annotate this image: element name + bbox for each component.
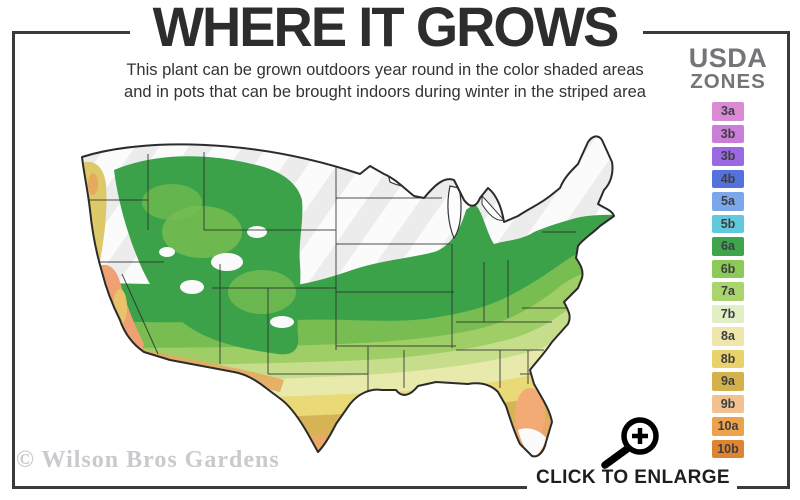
usa-zones-map[interactable] bbox=[52, 112, 672, 472]
subtitle-line-1: This plant can be grown outdoors year ro… bbox=[126, 61, 644, 79]
zone-chip-3b: 3b bbox=[712, 124, 744, 143]
zone-chip-3a: 3a bbox=[712, 102, 744, 121]
usa-outline bbox=[81, 135, 615, 458]
zone-chip-6b: 6b bbox=[712, 259, 744, 278]
lake-superior bbox=[387, 170, 440, 188]
subtitle-line-2: and in pots that can be brought indoors … bbox=[124, 82, 646, 101]
zone-chip-10a: 10a bbox=[712, 417, 744, 436]
zone-legend: 3a 3b 3b 4b 5a 5b 6a 6b 7a 7b 8a 8b 9a 9… bbox=[712, 102, 744, 458]
zone-chip-5a: 5a bbox=[712, 192, 744, 211]
page-title: WHERE IT GROWS bbox=[152, 0, 620, 58]
zone-chip-10b: 10b bbox=[712, 439, 744, 458]
zone-chip-5b: 5b bbox=[712, 214, 744, 233]
zone-chip-7b: 7b bbox=[712, 304, 744, 323]
magnifying-glass-plus-icon[interactable] bbox=[594, 414, 666, 470]
usda-label: USDA bbox=[688, 43, 768, 73]
usda-zones-heading: USDA ZONES bbox=[672, 43, 784, 93]
frame-bottom-left bbox=[12, 486, 527, 489]
frame-right bbox=[787, 31, 790, 489]
lake-michigan bbox=[447, 185, 462, 240]
frame-bottom-right bbox=[737, 486, 790, 489]
click-to-enlarge-button[interactable]: CLICK TO ENLARGE bbox=[536, 467, 730, 488]
zone-chip-9a: 9a bbox=[712, 372, 744, 391]
zone-chip-7a: 7a bbox=[712, 282, 744, 301]
zone-chip-8a: 8a bbox=[712, 327, 744, 346]
frame-top-right bbox=[643, 31, 790, 34]
watermark: © Wilson Bros Gardens bbox=[16, 447, 280, 473]
frame-left bbox=[12, 31, 15, 489]
map-fill-layers bbox=[82, 136, 614, 457]
zone-chip-4b: 4b bbox=[712, 169, 744, 188]
frame-top-left bbox=[12, 31, 130, 34]
zone-chip-8b: 8b bbox=[712, 349, 744, 368]
zones-label: ZONES bbox=[690, 69, 766, 93]
zone-chip-3b-2: 3b bbox=[712, 147, 744, 166]
zone-chip-9b: 9b bbox=[712, 394, 744, 413]
zone-chip-6a: 6a bbox=[712, 237, 744, 256]
subtitle: This plant can be grown outdoors year ro… bbox=[45, 60, 725, 104]
